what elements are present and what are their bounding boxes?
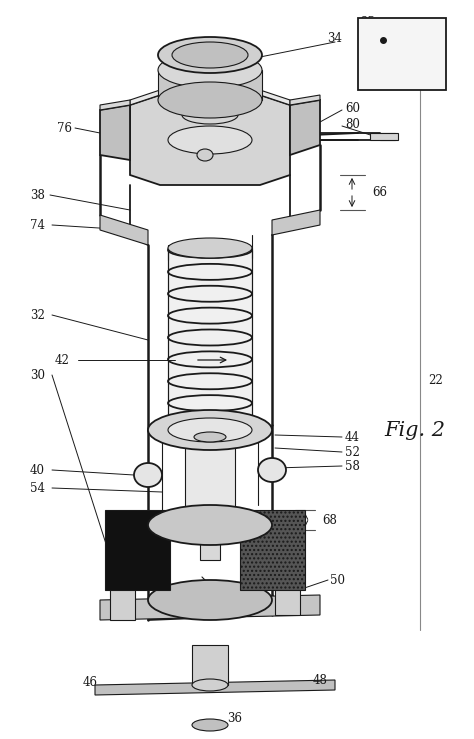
- Ellipse shape: [172, 42, 248, 68]
- Polygon shape: [290, 100, 320, 155]
- Text: 58: 58: [345, 460, 360, 472]
- Ellipse shape: [192, 719, 228, 731]
- Text: 25: 25: [360, 16, 375, 29]
- Ellipse shape: [148, 580, 272, 620]
- Bar: [358, 18, 446, 90]
- Ellipse shape: [158, 52, 262, 88]
- Text: Fig. 2: Fig. 2: [384, 420, 446, 440]
- Bar: [185, 430, 235, 510]
- Polygon shape: [95, 680, 335, 695]
- Polygon shape: [158, 70, 262, 100]
- Polygon shape: [290, 95, 320, 105]
- Text: 36: 36: [228, 712, 243, 724]
- Ellipse shape: [192, 679, 228, 691]
- Text: 56: 56: [202, 452, 218, 465]
- Bar: [105, 510, 170, 590]
- Bar: [370, 133, 398, 140]
- Ellipse shape: [194, 432, 226, 442]
- Polygon shape: [272, 210, 320, 235]
- Text: 40: 40: [30, 463, 45, 477]
- Text: 42: 42: [55, 353, 70, 367]
- Ellipse shape: [158, 37, 262, 73]
- Bar: [192, 645, 228, 685]
- Text: 66: 66: [372, 185, 387, 199]
- Ellipse shape: [197, 149, 213, 161]
- Ellipse shape: [134, 463, 162, 487]
- Ellipse shape: [168, 418, 252, 442]
- Text: 76: 76: [57, 121, 72, 134]
- Text: 62: 62: [153, 162, 168, 174]
- Text: 74: 74: [30, 219, 45, 231]
- Text: 52: 52: [345, 446, 360, 458]
- Ellipse shape: [148, 410, 272, 450]
- Text: 80: 80: [345, 118, 360, 131]
- Polygon shape: [130, 90, 290, 105]
- Bar: [240, 510, 305, 590]
- Text: 50: 50: [330, 573, 345, 587]
- Text: 38: 38: [30, 188, 45, 202]
- Ellipse shape: [168, 238, 252, 258]
- Polygon shape: [100, 100, 130, 110]
- Polygon shape: [130, 95, 290, 185]
- Text: 34: 34: [328, 32, 343, 44]
- Ellipse shape: [258, 458, 286, 482]
- Text: 60: 60: [345, 101, 360, 115]
- Text: 46: 46: [82, 675, 98, 689]
- Polygon shape: [100, 105, 130, 160]
- Text: 64: 64: [153, 149, 168, 162]
- Ellipse shape: [182, 106, 238, 124]
- Text: 24: 24: [375, 75, 390, 89]
- Text: 30: 30: [30, 369, 45, 381]
- Polygon shape: [100, 215, 148, 245]
- Ellipse shape: [148, 505, 272, 545]
- Text: 32: 32: [30, 308, 45, 321]
- Text: 22: 22: [428, 373, 443, 386]
- Text: 68: 68: [322, 514, 337, 526]
- Polygon shape: [168, 250, 252, 425]
- Polygon shape: [100, 595, 320, 620]
- Text: 48: 48: [312, 673, 328, 687]
- Bar: [110, 555, 135, 620]
- Ellipse shape: [158, 82, 262, 118]
- Bar: [200, 445, 220, 560]
- Bar: [275, 555, 300, 615]
- Text: 44: 44: [345, 431, 360, 443]
- Ellipse shape: [168, 126, 252, 154]
- Text: 54: 54: [30, 482, 45, 494]
